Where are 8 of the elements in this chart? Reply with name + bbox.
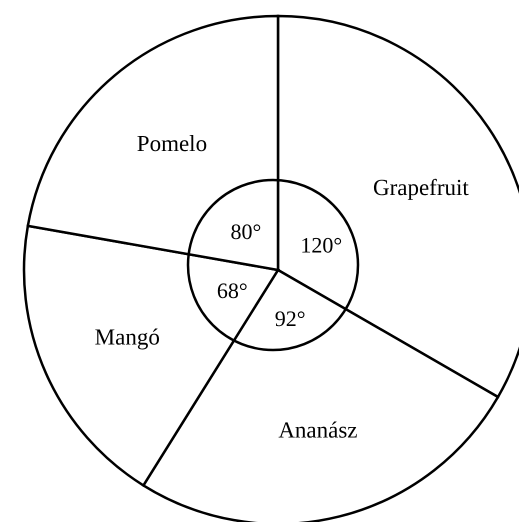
slice-label: Pomelo (136, 131, 208, 156)
data-label: 68° (216, 278, 248, 303)
slice-label: Ananász (278, 418, 358, 443)
data-label: 80° (230, 219, 262, 244)
data-label: 120° (300, 232, 342, 258)
slice-label: Grapefruit (372, 175, 470, 200)
data-label: 92° (274, 306, 306, 332)
slice-label: Mangó (94, 324, 160, 350)
